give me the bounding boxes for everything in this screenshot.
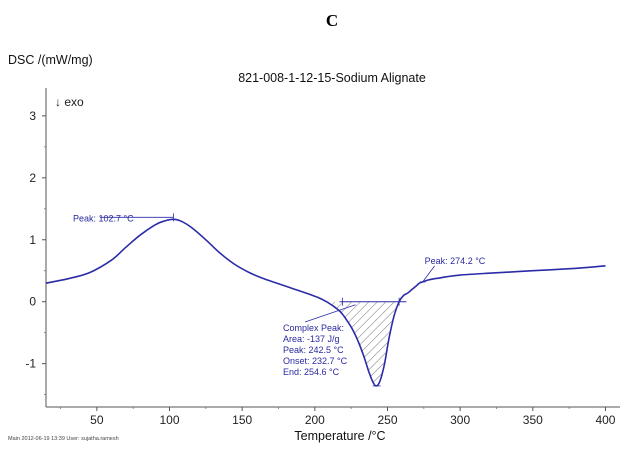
y-axis-label: DSC /(mW/mg) [8, 53, 93, 67]
y-tick-label: -1 [25, 357, 36, 371]
x-tick-label: 300 [450, 413, 470, 427]
annotations: Peak: 102.7 °C Peak: 274.2 °C Complex Peak… [73, 213, 486, 387]
x-axis-label: Temperature /°C [294, 429, 385, 443]
y-ticks: -1 0 1 2 3 [25, 109, 46, 396]
x-tick-label: 400 [595, 413, 615, 427]
y-tick-label: 3 [29, 109, 36, 123]
x-tick-label: 250 [377, 413, 397, 427]
x-tick-label: 150 [232, 413, 252, 427]
peak-2-leader [422, 265, 435, 283]
y-tick-label: 0 [29, 295, 36, 309]
complex-peak-hatched-area [326, 301, 400, 386]
complex-peak-line: Area: -137 J/g [283, 334, 340, 344]
x-ticks: 50 100 150 200 250 300 350 400 [60, 407, 616, 427]
complex-peak-line: Complex Peak: [283, 323, 344, 333]
complex-peak-line: End: 254.6 °C [283, 367, 340, 377]
complex-peak-leader [304, 304, 356, 323]
peak-1-label: Peak: 102.7 °C [73, 213, 134, 223]
dsc-curve [46, 218, 606, 387]
peak-2-label: Peak: 274.2 °C [425, 256, 486, 266]
x-tick-label: 350 [523, 413, 543, 427]
y-tick-label: 2 [29, 171, 36, 185]
footer-info: Main 2012-06-19 13:39 User: sujatha.rame… [8, 436, 119, 442]
x-tick-label: 100 [160, 413, 180, 427]
exo-indicator: ↓ exo [55, 95, 84, 109]
complex-peak-line: Onset: 232.7 °C [283, 356, 348, 366]
y-tick-label: 1 [29, 233, 36, 247]
x-tick-label: 200 [305, 413, 325, 427]
complex-peak-line: Peak: 242.5 °C [283, 345, 344, 355]
panel-label: C [326, 11, 338, 30]
x-tick-label: 50 [90, 413, 104, 427]
chart-title: 821-008-1-12-15-Sodium Alignate [238, 71, 426, 85]
